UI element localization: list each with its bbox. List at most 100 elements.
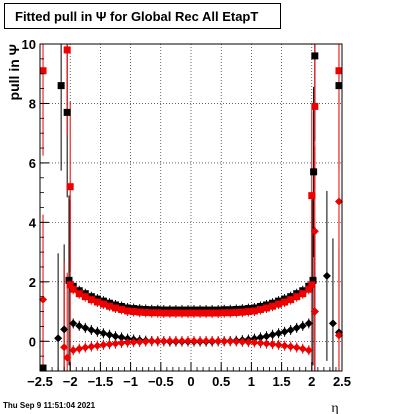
- y-tick-label: 2: [29, 275, 36, 290]
- data-point-square: [311, 52, 319, 60]
- data-point-square: [63, 108, 71, 116]
- x-tick-label: 1.5: [273, 374, 291, 389]
- x-tick-label: 2.5: [333, 374, 351, 389]
- data-point-diamond: [60, 325, 69, 334]
- data-point-diamond: [292, 323, 301, 332]
- data-point-diamond: [111, 339, 120, 348]
- plot-frame: [39, 43, 343, 372]
- x-tick-label: −0.5: [148, 374, 174, 389]
- data-point-square: [148, 309, 156, 317]
- y-tick-label: 8: [29, 96, 36, 111]
- data-point-diamond: [93, 327, 102, 336]
- x-tick-label: 2: [308, 374, 315, 389]
- chart-title: Fitted pull in Ψ for Global Rec All Etap…: [15, 9, 259, 24]
- y-axis-label: pull in Ψ: [6, 44, 22, 100]
- data-point-diamond: [214, 337, 223, 346]
- data-point-diamond: [87, 342, 96, 351]
- data-point-diamond: [262, 339, 271, 348]
- data-point-diamond: [39, 295, 48, 304]
- data-point-diamond: [280, 327, 289, 336]
- x-tick-label: 0.5: [212, 374, 230, 389]
- data-point-square: [93, 298, 101, 306]
- data-point-diamond: [75, 321, 84, 330]
- data-point-square: [269, 302, 277, 310]
- x-tick-label: −2.5: [27, 374, 53, 389]
- data-point-square: [299, 290, 307, 298]
- data-point-square: [39, 364, 47, 372]
- data-point-square: [87, 296, 95, 304]
- data-point-diamond: [334, 197, 343, 206]
- data-point-square: [250, 307, 258, 315]
- data-point-square: [57, 82, 65, 90]
- data-point-diamond: [99, 329, 108, 338]
- data-point-square: [81, 293, 89, 301]
- x-tick-label: 1: [248, 374, 255, 389]
- data-point-diamond: [105, 340, 114, 349]
- y-tick-label: 6: [29, 156, 36, 171]
- data-point-square: [105, 302, 113, 310]
- data-point-square: [160, 309, 168, 317]
- data-point-diamond: [190, 336, 199, 345]
- data-point-diamond: [183, 336, 192, 345]
- data-point-diamond: [286, 325, 295, 334]
- data-point-square: [63, 46, 71, 54]
- data-point-diamond: [177, 336, 186, 345]
- data-point-square: [287, 296, 295, 304]
- data-point-diamond: [322, 271, 331, 280]
- data-point-diamond: [274, 329, 283, 338]
- data-point-square: [308, 281, 316, 289]
- data-point-diamond: [226, 337, 235, 346]
- y-tick-label: 0: [29, 334, 36, 349]
- data-point-square: [118, 305, 126, 313]
- data-point-diamond: [165, 336, 174, 345]
- data-point-square: [335, 82, 343, 90]
- data-point-diamond: [202, 336, 211, 345]
- data-point-diamond: [111, 332, 120, 341]
- data-point-diamond: [87, 325, 96, 334]
- data-point-square: [256, 305, 264, 313]
- data-point-diamond: [328, 319, 337, 328]
- data-point-square: [335, 67, 343, 75]
- data-point-square: [275, 300, 283, 308]
- data-point-diamond: [334, 331, 343, 340]
- data-point-square: [184, 309, 192, 317]
- tick-labels: −2.5 −2 −1.5 −1 −0.5 0 0.5 1 1.5 2 2.5 0 2 4 6 8 10: [22, 37, 352, 389]
- data-point-diamond: [75, 344, 84, 353]
- data-point-square: [66, 281, 74, 289]
- data-point-diamond: [69, 319, 78, 328]
- data-point-square: [214, 309, 222, 317]
- data-point-diamond: [63, 353, 72, 362]
- data-point-diamond: [147, 337, 156, 346]
- data-point-square: [142, 308, 150, 316]
- x-tick-label: −2: [63, 374, 78, 389]
- data-point-diamond: [268, 340, 277, 349]
- data-point-diamond: [99, 340, 108, 349]
- data-point-diamond: [298, 321, 307, 330]
- x-tick-label: −1.5: [88, 374, 114, 389]
- data-point-diamond: [81, 343, 90, 352]
- data-point-diamond: [60, 343, 69, 352]
- data-point-square: [136, 308, 144, 316]
- data-point-diamond: [292, 343, 301, 352]
- data-point-diamond: [298, 344, 307, 353]
- data-point-square: [281, 298, 289, 306]
- data-point-square: [220, 309, 228, 317]
- data-point-square: [305, 285, 313, 293]
- data-point-diamond: [117, 339, 126, 348]
- data-point-diamond: [135, 337, 144, 346]
- axis-ticks: [39, 43, 343, 372]
- y-tick-label: 4: [29, 215, 37, 230]
- title-box: Fitted pull in Ψ for Global Rec All Etap…: [4, 3, 281, 29]
- data-point-square: [166, 309, 174, 317]
- data-point-square: [39, 67, 47, 75]
- x-tick-label: 0: [187, 374, 194, 389]
- data-point-diamond: [310, 227, 319, 236]
- data-point-square: [226, 309, 234, 317]
- data-point-square: [178, 309, 186, 317]
- data-point-diamond: [238, 337, 247, 346]
- data-point-diamond: [93, 341, 102, 350]
- data-point-square: [190, 309, 198, 317]
- data-point-square: [154, 309, 162, 317]
- data-point-diamond: [310, 307, 319, 316]
